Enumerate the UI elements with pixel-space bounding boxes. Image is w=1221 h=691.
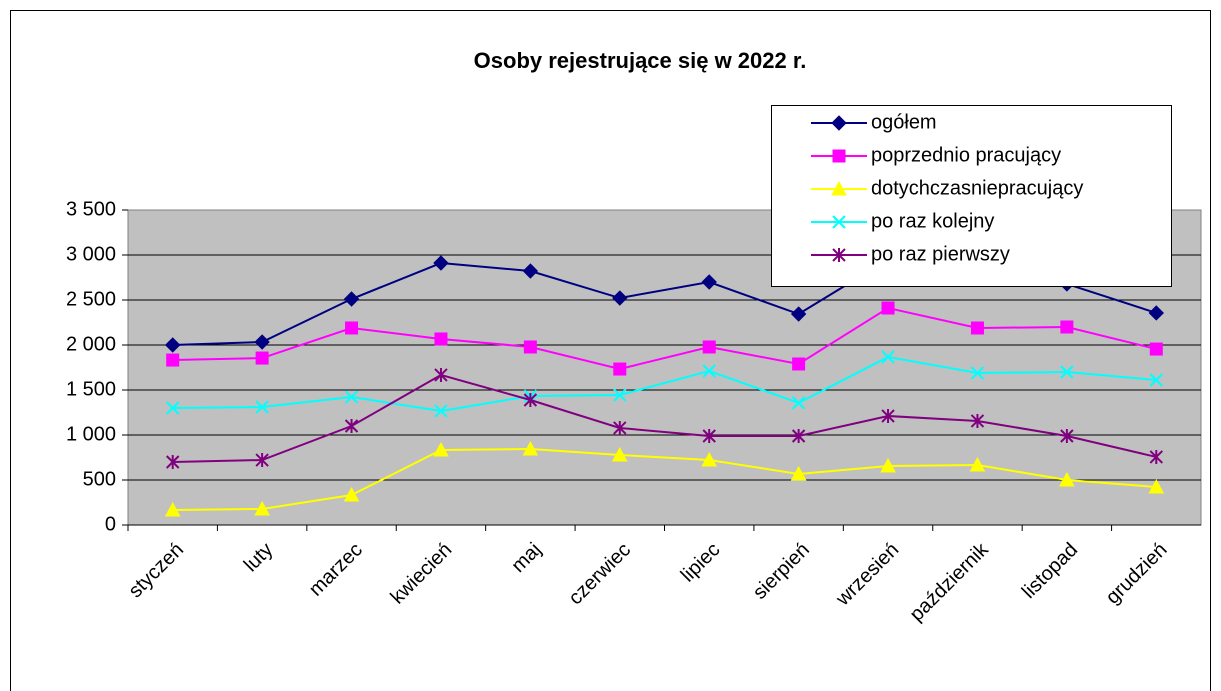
point <box>522 440 539 456</box>
y-tick-label: 3 500 <box>66 198 116 220</box>
point <box>1148 478 1165 494</box>
y-tick-label: 2 000 <box>66 333 116 355</box>
point <box>613 362 627 376</box>
point <box>702 364 716 378</box>
legend-label: po raz pierwszy <box>871 243 1010 265</box>
point <box>701 451 718 467</box>
point <box>611 446 628 462</box>
point <box>792 357 806 371</box>
point <box>1059 471 1075 487</box>
point <box>880 457 896 473</box>
point <box>1060 320 1074 334</box>
point <box>255 453 269 468</box>
point <box>434 404 448 418</box>
point <box>969 456 986 472</box>
legend-marker <box>832 248 846 262</box>
point <box>166 353 180 367</box>
series-line <box>172 306 1157 371</box>
point <box>1149 449 1163 464</box>
point <box>433 441 449 457</box>
point <box>255 351 269 365</box>
point <box>343 291 360 307</box>
point <box>702 428 716 443</box>
legend-marker <box>831 180 847 196</box>
point <box>790 306 807 322</box>
point <box>345 321 359 335</box>
series-line <box>172 448 1157 511</box>
point <box>1149 342 1163 356</box>
point <box>1148 305 1164 321</box>
point <box>970 413 985 428</box>
y-tick-label: 1 000 <box>66 423 116 445</box>
y-tick-label: 3 000 <box>66 243 116 265</box>
y-tick-label: 0 <box>105 513 116 535</box>
point <box>164 501 181 517</box>
point <box>613 388 627 402</box>
legend-marker <box>832 149 846 163</box>
y-tick-label: 1 500 <box>66 378 116 400</box>
point <box>344 390 359 404</box>
series-line <box>172 355 1157 412</box>
point <box>1060 365 1074 379</box>
legend-label: dotychczasniepracujący <box>871 177 1083 199</box>
point <box>612 290 628 306</box>
point <box>434 367 448 382</box>
point <box>254 500 270 516</box>
point <box>166 401 180 415</box>
legend-marker <box>832 215 846 229</box>
point <box>701 274 717 290</box>
point <box>523 392 538 407</box>
point <box>791 396 806 410</box>
y-tick-label: 500 <box>83 468 116 490</box>
series-line <box>172 373 1157 463</box>
point <box>1060 428 1074 443</box>
point <box>255 400 269 414</box>
point <box>970 321 984 335</box>
point <box>343 486 360 502</box>
point <box>791 428 806 443</box>
point <box>1149 373 1163 387</box>
chart-title: Osoby rejestrujące się w 2022 r. <box>474 48 807 73</box>
point <box>166 455 180 469</box>
point <box>613 420 627 435</box>
legend-marker <box>831 115 847 131</box>
point <box>523 340 537 354</box>
point <box>165 337 181 353</box>
point <box>344 419 359 433</box>
legend-label: poprzednio pracujący <box>871 144 1061 166</box>
point <box>254 334 270 350</box>
point <box>881 409 895 424</box>
point <box>970 366 985 380</box>
point <box>790 465 807 481</box>
point <box>522 263 539 279</box>
point <box>881 350 895 364</box>
point <box>433 255 449 271</box>
point <box>881 301 895 315</box>
point <box>702 340 716 354</box>
legend-label: po raz kolejny <box>871 210 994 232</box>
y-tick-label: 2 500 <box>66 288 116 310</box>
legend-label: ogółem <box>871 111 937 133</box>
point <box>434 332 448 346</box>
